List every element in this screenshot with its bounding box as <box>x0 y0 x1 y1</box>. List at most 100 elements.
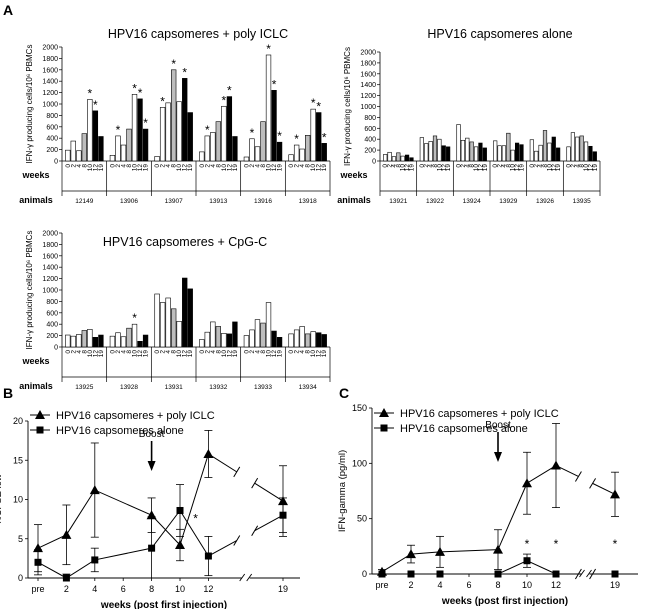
week-tick-label: 10 <box>400 164 407 172</box>
week-tick-label: 12 <box>271 350 278 358</box>
legend-marker-square <box>380 424 388 432</box>
y-tick-label: 0 <box>54 159 58 166</box>
week-tick-label: 19 <box>187 350 194 358</box>
bar <box>482 147 487 162</box>
significance-star: * <box>227 84 232 98</box>
week-tick-label: 0 <box>419 164 426 168</box>
y-axis-label: IFN-γ producing cells/10⁶ PBMCs <box>343 47 352 166</box>
data-point-triangle <box>435 546 445 556</box>
bar <box>120 336 127 348</box>
bar <box>159 302 166 348</box>
significance-star: * <box>116 123 121 137</box>
y-tick-label: 1600 <box>42 253 58 260</box>
week-tick-label: 4 <box>120 164 127 168</box>
bar <box>465 137 470 162</box>
week-tick-label: 12 <box>551 164 558 172</box>
week-tick-label: 8 <box>171 164 178 168</box>
x-tick-label: 6 <box>121 584 126 594</box>
significance-star: * <box>193 511 198 525</box>
series-break-mark <box>251 477 259 489</box>
bar <box>131 94 138 162</box>
data-point-square <box>34 558 42 566</box>
axis-break-mark <box>586 569 592 578</box>
bar <box>187 288 193 348</box>
y-tick-label: 1200 <box>360 93 376 100</box>
axis-break-gap <box>581 571 590 577</box>
y-tick-label: 1000 <box>42 102 58 109</box>
significance-star: * <box>88 86 93 100</box>
x-tick-label: pre <box>31 584 44 594</box>
bar <box>98 334 104 348</box>
significance-star: * <box>205 123 210 137</box>
bar <box>276 141 283 162</box>
animal-id-label: 13922 <box>426 198 444 205</box>
week-tick-label: 12 <box>316 164 323 172</box>
bar <box>547 142 552 162</box>
bar <box>182 78 188 162</box>
bar <box>115 135 121 162</box>
y-tick-label: 2000 <box>42 45 58 52</box>
bar <box>171 308 177 348</box>
week-tick-label: 10 <box>266 350 273 358</box>
bar <box>92 110 99 162</box>
week-tick-label: 0 <box>154 164 161 168</box>
series-line-break-segment <box>208 453 238 473</box>
y-tick-label: 5 <box>18 534 23 544</box>
week-tick-label: 10 <box>87 164 94 172</box>
week-tick-label: 4 <box>165 350 172 354</box>
bar <box>92 337 99 348</box>
x-tick-label: 8 <box>495 580 500 590</box>
week-tick-label: 2 <box>249 350 256 354</box>
bar <box>65 149 71 162</box>
y-tick-label: 600 <box>364 126 376 133</box>
week-tick-label: 8 <box>395 164 402 168</box>
week-tick-label: 4 <box>464 164 471 168</box>
week-tick-label: 10 <box>436 164 443 172</box>
animal-id-label: 13931 <box>165 384 183 391</box>
bar <box>232 136 238 162</box>
bar <box>288 154 294 162</box>
week-tick-label: 4 <box>76 164 83 168</box>
bar <box>396 152 401 162</box>
week-tick-label: 8 <box>469 164 476 168</box>
bar <box>478 142 483 162</box>
significance-star: * <box>272 77 277 91</box>
week-tick-label: 12 <box>137 164 144 172</box>
week-tick-label: 0 <box>65 350 72 354</box>
bar <box>299 326 305 348</box>
week-tick-label: 2 <box>115 164 122 168</box>
series-break-mark <box>589 568 597 580</box>
bar <box>428 141 433 162</box>
bar <box>81 133 87 162</box>
week-tick-label: 2 <box>423 164 430 168</box>
series-line <box>382 560 557 575</box>
week-tick-label: 2 <box>294 350 301 354</box>
bar <box>176 101 182 162</box>
bar <box>383 154 388 162</box>
bar-panel-title: HPV16 capsomeres + poly ICLC <box>108 27 288 41</box>
y-tick-label: 0 <box>372 159 376 166</box>
boost-annotation: Boost <box>139 429 165 440</box>
week-tick-label: 0 <box>456 164 463 168</box>
bar <box>519 144 524 162</box>
data-point-triangle <box>493 544 503 554</box>
data-point-triangle <box>61 529 72 539</box>
week-tick-label: 19 <box>187 164 194 172</box>
bar <box>437 138 442 162</box>
bar <box>87 99 93 162</box>
week-tick-label: 2 <box>204 164 211 168</box>
week-tick-label: 10 <box>221 164 228 172</box>
bar <box>515 142 520 162</box>
bar <box>109 335 116 348</box>
week-tick-label: 19 <box>445 164 452 172</box>
y-tick-label: 10 <box>13 495 23 505</box>
animal-id-label: 13916 <box>254 198 272 205</box>
y-axis-label: IFN-γ producing cells/10⁶ PBMCs <box>25 231 34 350</box>
bar <box>226 333 233 348</box>
week-tick-label: 4 <box>501 164 508 168</box>
significance-star: * <box>311 96 316 110</box>
data-point-square <box>436 570 444 578</box>
week-tick-label: 12 <box>441 164 448 172</box>
significance-star: * <box>613 537 618 551</box>
